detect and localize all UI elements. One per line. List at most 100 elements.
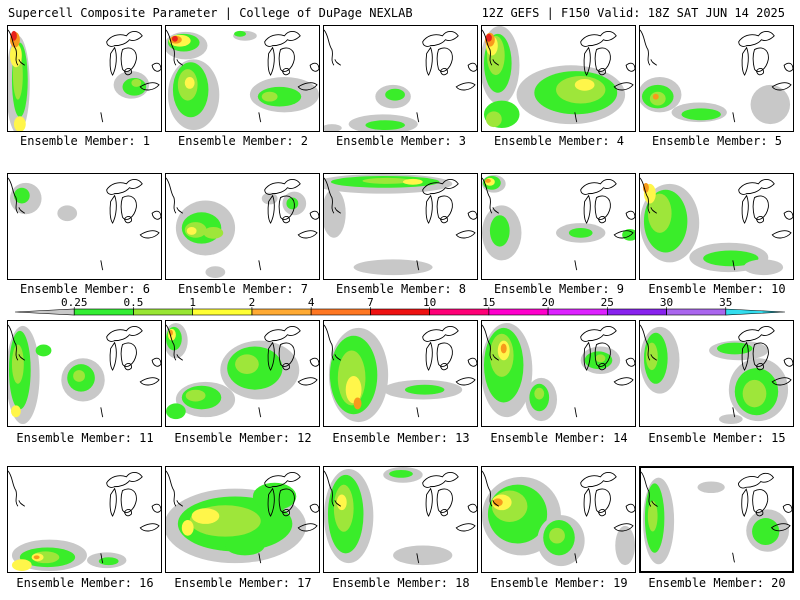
colorbar-segment bbox=[547, 308, 608, 316]
scp-contour-gray bbox=[743, 259, 784, 276]
scp-contour-lime bbox=[261, 91, 278, 102]
ensemble-member-15-map[interactable] bbox=[639, 320, 794, 427]
great-lakes-outline bbox=[8, 470, 161, 564]
scp-contour-map bbox=[482, 470, 635, 567]
great-lakes-outline bbox=[640, 177, 793, 271]
great-lakes-outline bbox=[324, 177, 477, 271]
great-lakes-outline bbox=[482, 324, 635, 418]
scp-contour-yellow bbox=[10, 405, 21, 418]
scp-contour-map bbox=[8, 177, 161, 271]
scp-contour-yellow bbox=[186, 226, 197, 235]
scp-contour-green bbox=[568, 227, 593, 238]
great-lakes-outline bbox=[641, 471, 792, 563]
ensemble-member-10-map[interactable] bbox=[639, 173, 794, 280]
great-lakes-outline bbox=[8, 177, 161, 271]
ensemble-member-2-map[interactable] bbox=[165, 25, 320, 132]
ensemble-member-7-map[interactable] bbox=[165, 173, 320, 280]
ensemble-member-16-map[interactable] bbox=[7, 466, 162, 573]
ensemble-member-16-label: Ensemble Member: 16 bbox=[16, 576, 154, 590]
great-lakes-outline bbox=[482, 177, 635, 271]
great-lakes-outline bbox=[8, 29, 161, 123]
scp-contour-lime bbox=[235, 354, 259, 374]
ensemble-member-8-label: Ensemble Member: 8 bbox=[335, 282, 467, 296]
scp-contour-map bbox=[166, 29, 319, 131]
colorbar-segment bbox=[429, 308, 490, 316]
scp-contour-gray bbox=[750, 84, 791, 125]
ensemble-member-10-label: Ensemble Member: 10 bbox=[648, 282, 786, 296]
scp-contour-green bbox=[365, 120, 405, 131]
great-lakes-outline bbox=[482, 470, 635, 564]
scp-contour-yellow bbox=[336, 494, 347, 511]
scp-contour-lime bbox=[595, 354, 606, 363]
colorbar-segment bbox=[133, 308, 193, 316]
scp-contour-orange bbox=[353, 397, 362, 410]
great-lakes-outline bbox=[8, 324, 161, 418]
scp-contour-lime bbox=[362, 177, 412, 184]
ensemble-member-18-map[interactable] bbox=[323, 466, 478, 573]
scp-contour-lime bbox=[534, 387, 545, 400]
ensemble-member-5-map[interactable] bbox=[639, 25, 794, 132]
scp-contour-map bbox=[8, 324, 161, 425]
colorbar-segment bbox=[607, 308, 667, 316]
scp-contour-gray bbox=[697, 481, 725, 494]
colorbar-tick-label: 2 bbox=[249, 296, 256, 309]
scp-contour-map bbox=[482, 26, 635, 129]
great-lakes-outline bbox=[166, 29, 319, 123]
scp-contour-map bbox=[166, 322, 319, 420]
ensemble-member-14-label: Ensemble Member: 14 bbox=[490, 431, 628, 445]
colorbar-segment bbox=[251, 308, 312, 316]
ensemble-member-12-label: Ensemble Member: 12 bbox=[174, 431, 312, 445]
scp-contour-map bbox=[8, 29, 161, 131]
ensemble-member-9-map[interactable] bbox=[481, 173, 636, 280]
ensemble-member-19-map[interactable] bbox=[481, 466, 636, 573]
scp-contour-green bbox=[35, 344, 52, 357]
scp-contour-green bbox=[13, 187, 30, 204]
ensemble-member-1-map[interactable] bbox=[7, 25, 162, 132]
colorbar-tick-label: 15 bbox=[482, 296, 495, 309]
scp-contour-map bbox=[324, 174, 477, 276]
scp-contour-map bbox=[640, 324, 793, 425]
scp-contour-green bbox=[225, 535, 265, 556]
ensemble-member-14-map[interactable] bbox=[481, 320, 636, 427]
ensemble-member-4-map[interactable] bbox=[481, 25, 636, 132]
scp-contour-gray bbox=[615, 525, 635, 566]
colorbar-segment bbox=[14, 308, 75, 316]
great-lakes-outline bbox=[166, 177, 319, 271]
ensemble-member-7-label: Ensemble Member: 7 bbox=[177, 282, 309, 296]
ensemble-member-8-map[interactable] bbox=[323, 173, 478, 280]
scp-contour-map bbox=[640, 29, 793, 125]
scp-contour-map bbox=[482, 322, 635, 422]
colorbar-segment bbox=[310, 308, 371, 316]
scp-contour-orange bbox=[500, 343, 507, 354]
colorbar-tick-label: 0.5 bbox=[124, 296, 144, 309]
scp-contour-green bbox=[681, 108, 721, 121]
scp-contour-map bbox=[324, 467, 477, 566]
scp-contour-gray bbox=[324, 124, 342, 131]
colorbar-tick-label: 10 bbox=[423, 296, 436, 309]
scp-contour-gray bbox=[57, 205, 78, 222]
scp-contour-green bbox=[716, 342, 753, 355]
scp-contour-map bbox=[640, 177, 793, 276]
ensemble-member-17-map[interactable] bbox=[165, 466, 320, 573]
ensemble-member-11-map[interactable] bbox=[7, 320, 162, 427]
ensemble-member-9-label: Ensemble Member: 9 bbox=[493, 282, 625, 296]
scp-contour-lime bbox=[185, 389, 206, 402]
ensemble-member-12-map[interactable] bbox=[165, 320, 320, 427]
ensemble-member-3-map[interactable] bbox=[323, 25, 478, 132]
ensemble-member-1-label: Ensemble Member: 1 bbox=[19, 134, 151, 148]
scp-contour-green bbox=[286, 197, 299, 210]
ensemble-member-13-map[interactable] bbox=[323, 320, 478, 427]
scp-contour-red bbox=[10, 30, 17, 41]
scp-contour-lime bbox=[647, 193, 672, 233]
scp-contour-yellow bbox=[184, 77, 195, 89]
scp-contour-gray bbox=[261, 192, 278, 205]
colorbar-segment bbox=[370, 308, 430, 316]
ensemble-member-19-label: Ensemble Member: 19 bbox=[490, 576, 628, 590]
scp-contour-gray bbox=[324, 188, 346, 238]
scp-contour-green bbox=[166, 403, 186, 420]
ensemble-member-18-label: Ensemble Member: 18 bbox=[332, 576, 470, 590]
ensemble-member-6-map[interactable] bbox=[7, 173, 162, 280]
colorbar-tick-label: 35 bbox=[719, 296, 732, 309]
ensemble-member-20-map[interactable] bbox=[639, 466, 794, 573]
scp-contour-map bbox=[324, 29, 477, 131]
